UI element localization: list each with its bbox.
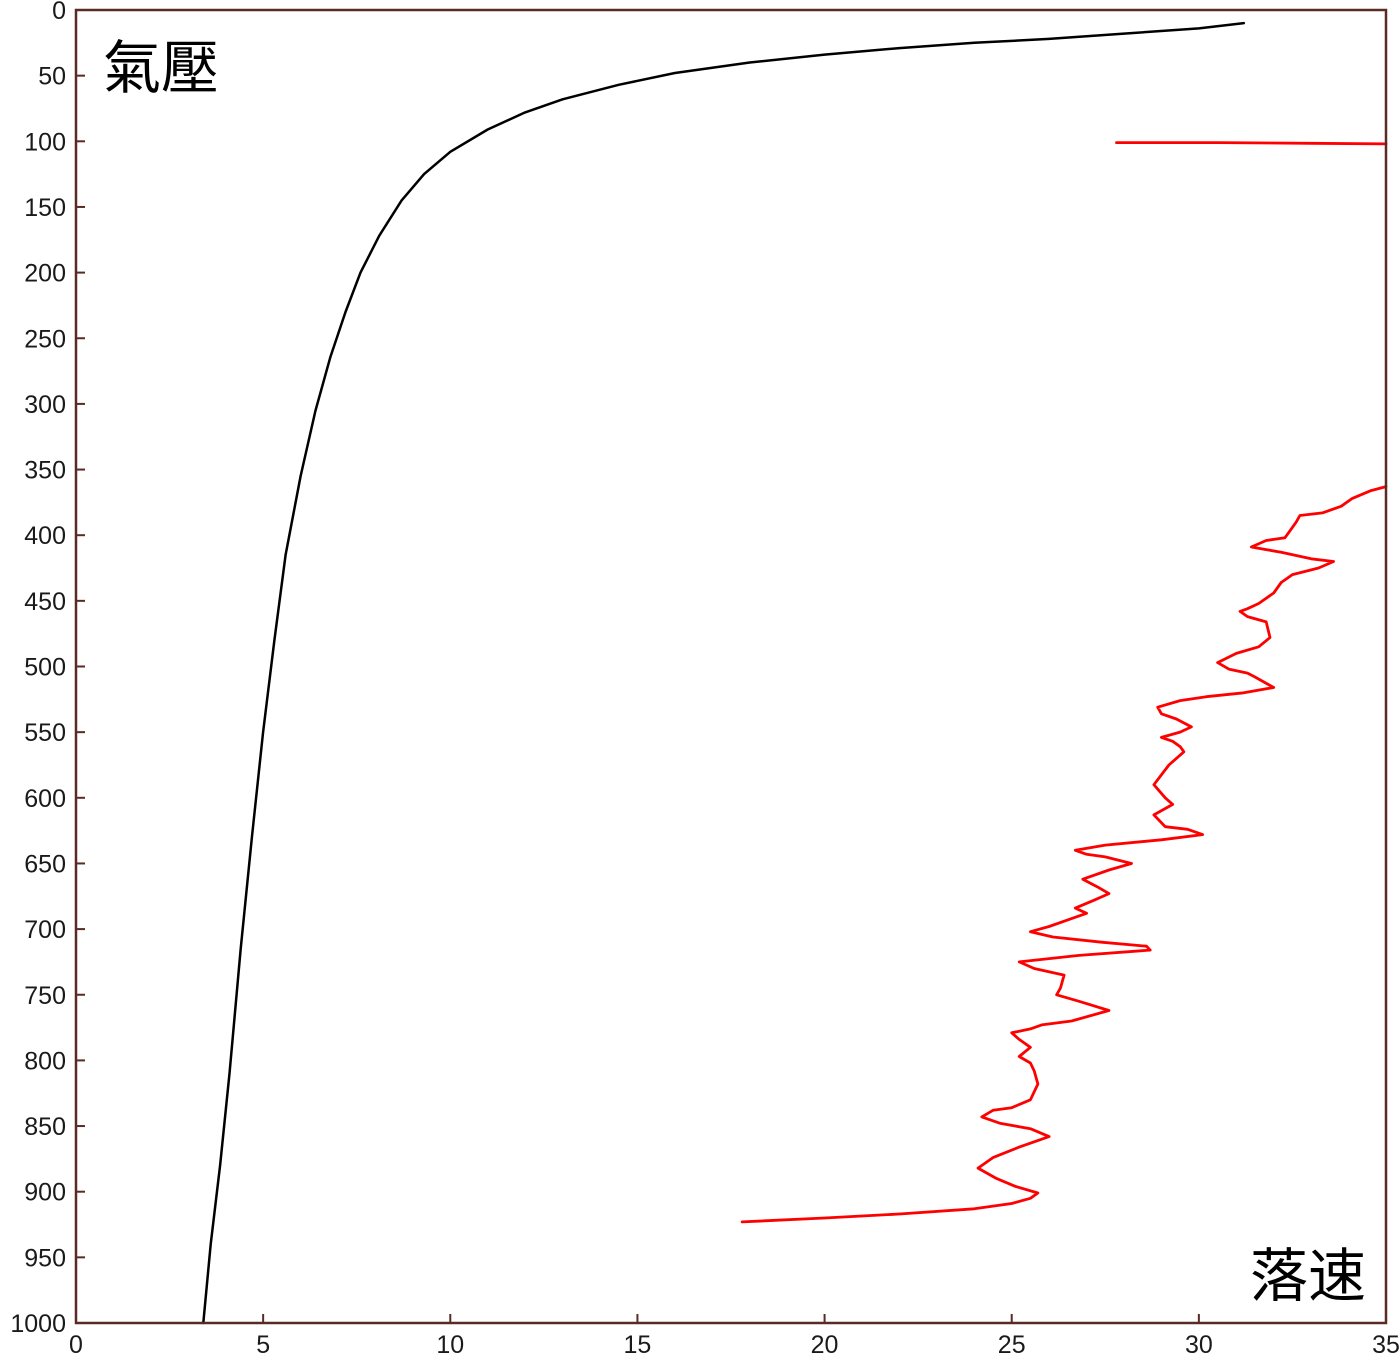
x-tick-label: 15 [624, 1331, 652, 1359]
x-tick-label: 5 [256, 1331, 270, 1359]
y-tick-label: 550 [24, 719, 66, 747]
y-tick-label: 150 [24, 194, 66, 222]
y-tick-label: 100 [24, 128, 66, 156]
series-line-1 [202, 21, 1246, 1325]
y-tick-label: 450 [24, 588, 66, 616]
x-tick-label: 30 [1185, 1331, 1213, 1359]
y-tick-label: 200 [24, 260, 66, 288]
y-tick-label: 700 [24, 916, 66, 944]
axis-tick-labels: 0 5 10 15 20 25 30 3505010015020025030035040045… [10, 0, 1400, 1359]
plot-marks [202, 21, 1388, 1325]
y-tick-label: 800 [24, 1047, 66, 1075]
series-line-3 [740, 485, 1388, 1224]
y-tick-label: 900 [24, 1179, 66, 1207]
y-tick-label: 500 [24, 654, 66, 682]
x-tick-label: 35 [1372, 1331, 1400, 1359]
x-tick-label: 25 [998, 1331, 1026, 1359]
x-tick-label: 0 [69, 1331, 83, 1359]
y-tick-label: 1000 [10, 1310, 66, 1338]
axis-ticks [75, 9, 1387, 1324]
y-tick-label: 0 [52, 0, 66, 25]
x-tick-label: 10 [436, 1331, 464, 1359]
corner-label-bottom-right: 落速 [1250, 1242, 1366, 1310]
y-tick-label: 350 [24, 457, 66, 485]
y-tick-label: 650 [24, 850, 66, 878]
y-tick-label: 850 [24, 1113, 66, 1141]
y-tick-label: 300 [24, 391, 66, 419]
y-tick-label: 50 [38, 63, 66, 91]
corner-label-top-left: 氣壓 [103, 34, 219, 102]
y-tick-label: 750 [24, 982, 66, 1010]
y-tick-label: 950 [24, 1244, 66, 1272]
series-line-2 [1115, 141, 1388, 146]
y-tick-label: 400 [24, 522, 66, 550]
y-tick-label: 600 [24, 785, 66, 813]
x-tick-label: 20 [811, 1331, 839, 1359]
y-tick-label: 250 [24, 325, 66, 353]
